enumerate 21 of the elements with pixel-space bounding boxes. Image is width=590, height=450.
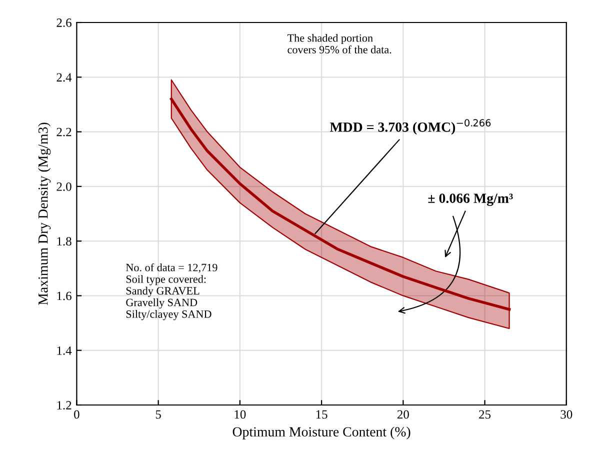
y-tick-label: 1.2 — [57, 401, 72, 410]
x-tick-label: 5 — [156, 410, 161, 419]
annotation: The shaded portion covers 95% of the data. — [287, 34, 392, 54]
annotation: MDD = 3.703 (OMC)$^{−0.266}$ — [330, 119, 491, 135]
y-tick-label: 2.0 — [56, 182, 72, 191]
y-tick-label: 2.2 — [56, 128, 72, 136]
annotation: No. of data = 12,719 Soil type covered: Sandy GRAVEL Gravelly SAND Silty/clayey SAND — [126, 263, 218, 320]
y-tick-label: 1.6 — [57, 292, 72, 300]
x-axis-title: Optimum Moisture Content (%) — [232, 426, 410, 440]
y-tick-label: 1.4 — [57, 346, 72, 355]
x-tick-label: 15 — [316, 410, 328, 419]
y-tick-label: 2.4 — [56, 73, 72, 82]
y-tick-label: 2.6 — [56, 18, 72, 28]
annotation: ± 0.066 Mg/m³ — [428, 194, 513, 206]
x-tick-label: 30 — [560, 410, 572, 419]
x-tick-label: 20 — [397, 410, 409, 419]
x-tick-label: 0 — [74, 410, 80, 419]
x-tick-label: 10 — [234, 410, 246, 419]
y-axis-title: Maximum Dry Density (Mg/m3) — [38, 122, 51, 305]
x-tick-label: 25 — [479, 410, 491, 419]
y-tick-label: 1.8 — [57, 237, 72, 246]
